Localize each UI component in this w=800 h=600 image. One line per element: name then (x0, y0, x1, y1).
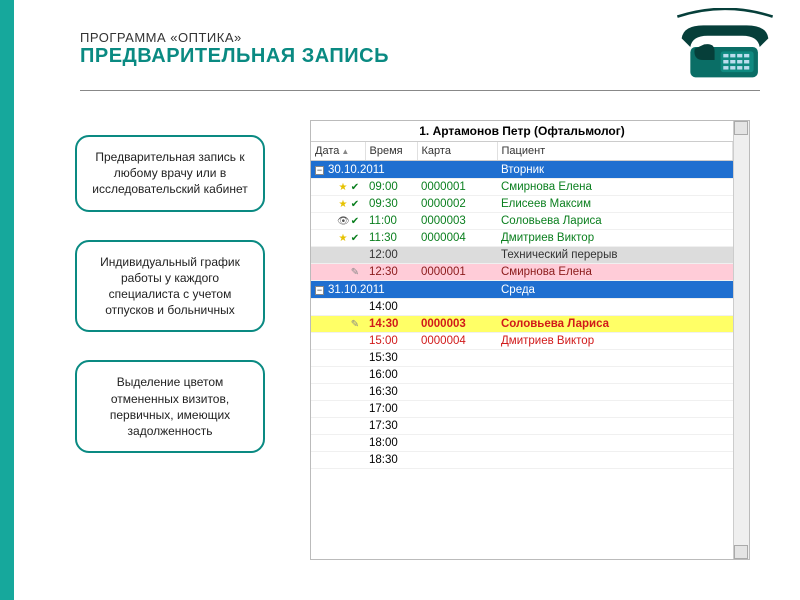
appointment-row[interactable]: 18:30 (311, 452, 733, 469)
feature-card: Выделение цветом отмененных визитов, пер… (75, 360, 265, 453)
appointment-row[interactable]: 17:00 (311, 401, 733, 418)
phone-illustration (670, 8, 780, 86)
scroll-down-button[interactable] (734, 545, 748, 559)
date-group-row[interactable]: −30.10.2011Вторник (311, 161, 733, 179)
feature-card: Предварительная запись к любому врачу ил… (75, 135, 265, 212)
page-header: ПРОГРАММА «ОПТИКА» ПРЕДВАРИТЕЛЬНАЯ ЗАПИС… (80, 30, 389, 68)
appointment-row[interactable]: 17:30 (311, 418, 733, 435)
star-icon: ★ (337, 182, 349, 193)
appointment-row[interactable]: 16:30 (311, 384, 733, 401)
appointment-row[interactable]: 18:00 (311, 435, 733, 452)
appointment-row[interactable]: ✎14:300000003Соловьева Лариса (311, 316, 733, 333)
check-icon: ✔ (349, 233, 361, 244)
schedule-table: Дата▲ Время Карта Пациент −30.10.2011Вто… (311, 142, 733, 469)
header-subtitle: ПРОГРАММА «ОПТИКА» (80, 30, 389, 45)
header-title: ПРЕДВАРИТЕЛЬНАЯ ЗАПИСЬ (80, 45, 389, 68)
appointment-row[interactable]: 15:30 (311, 350, 733, 367)
appointment-row[interactable]: 14:00 (311, 299, 733, 316)
date-group-row[interactable]: −31.10.2011Среда (311, 281, 733, 299)
appointment-row[interactable]: 16:00 (311, 367, 733, 384)
col-date[interactable]: Дата▲ (311, 142, 365, 161)
star-icon: ★ (337, 199, 349, 210)
star-icon: ★ (337, 233, 349, 244)
col-patient[interactable]: Пациент (497, 142, 733, 161)
appointment-row[interactable]: 👁✔11:000000003Соловьева Лариса (311, 213, 733, 230)
scroll-up-button[interactable] (734, 121, 748, 135)
col-card[interactable]: Карта (417, 142, 497, 161)
schedule-caption: 1. Артамонов Петр (Офтальмолог) (311, 121, 733, 142)
col-time[interactable]: Время (365, 142, 417, 161)
syringe-icon: ✎ (349, 267, 361, 278)
check-icon: ✔ (349, 182, 361, 193)
schedule-panel: 1. Артамонов Петр (Офтальмолог) Дата▲ Вр… (310, 120, 750, 560)
appointment-row[interactable]: ★✔09:000000001Смирнова Елена (311, 179, 733, 196)
collapse-toggle-icon[interactable]: − (315, 286, 324, 295)
accent-strip (0, 0, 14, 600)
collapse-toggle-icon[interactable]: − (315, 166, 324, 175)
feature-cards: Предварительная запись к любому врачу ил… (75, 135, 265, 481)
appointment-row[interactable]: ★✔09:300000002Елисеев Максим (311, 196, 733, 213)
feature-card: Индивидуальный график работы у каждого с… (75, 240, 265, 333)
check-icon: ✔ (349, 216, 361, 227)
header-divider (80, 90, 760, 91)
syringe-icon: ✎ (349, 319, 361, 330)
appointment-row[interactable]: 12:00Технический перерыв (311, 247, 733, 264)
schedule-header-row: Дата▲ Время Карта Пациент (311, 142, 733, 161)
appointment-row[interactable]: 15:000000004Дмитриев Виктор (311, 333, 733, 350)
check-icon: ✔ (349, 199, 361, 210)
scrollbar[interactable] (733, 121, 749, 559)
eye-icon: 👁 (337, 216, 349, 227)
appointment-row[interactable]: ★✔11:300000004Дмитриев Виктор (311, 230, 733, 247)
appointment-row[interactable]: ✎12:300000001Смирнова Елена (311, 264, 733, 281)
